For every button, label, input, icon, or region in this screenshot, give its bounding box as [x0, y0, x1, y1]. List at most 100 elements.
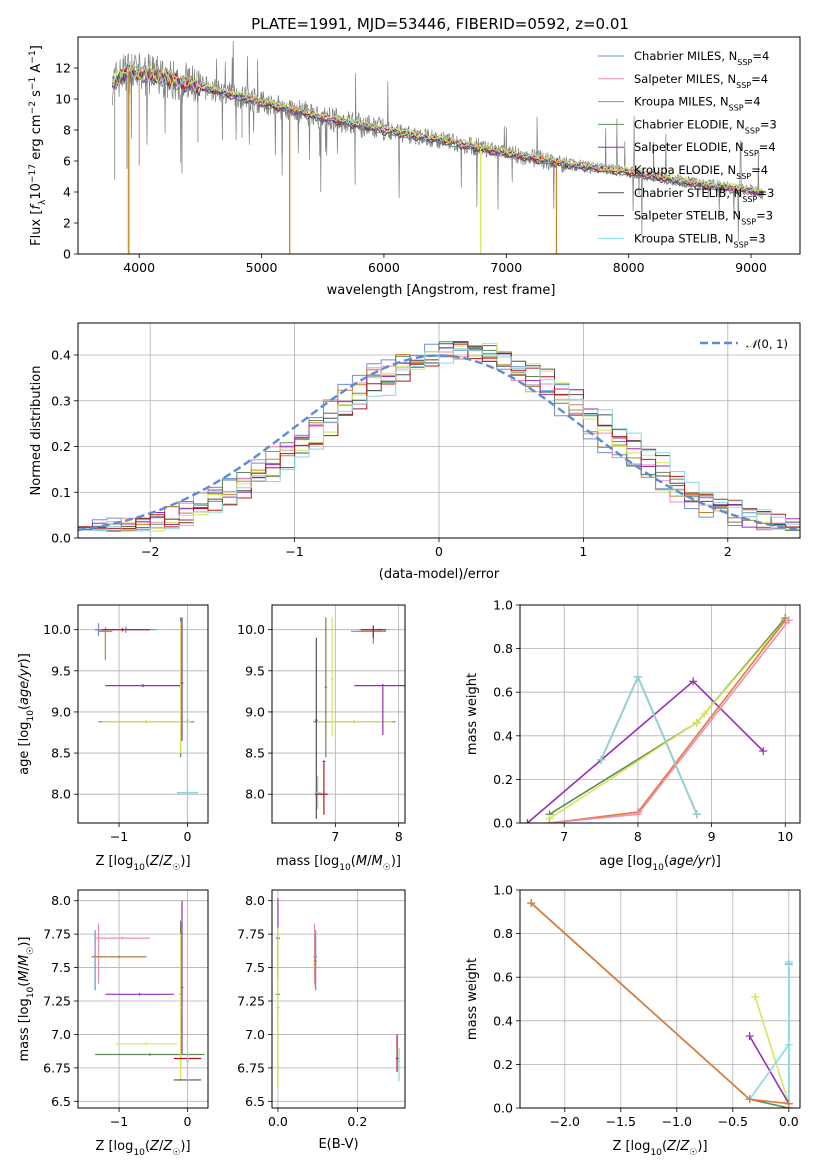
weight-z-line	[748, 961, 790, 1108]
y-tick-label: 8.0	[51, 787, 71, 802]
legend-label: 𝒩(0, 1)	[746, 337, 788, 351]
y-tick-label: 0.0	[493, 1101, 513, 1116]
age-vs-z-frame	[77, 604, 209, 824]
y-tick-label: 10	[55, 92, 71, 107]
y-tick-label: 6.75	[43, 1060, 71, 1075]
x-tick-label: 8000	[613, 260, 645, 275]
y-tick-label: 7.25	[237, 994, 265, 1009]
y-tick-label: 10.0	[43, 622, 71, 637]
age-vs-z-plot-area	[95, 617, 198, 823]
weight-z-line	[754, 996, 790, 1104]
y-tick-label: 6	[63, 154, 71, 169]
age-vs-z-ylabel: age [log10(age/yr)]	[17, 653, 36, 775]
y-tick-label: 7.0	[51, 1027, 71, 1042]
weight-age-line	[600, 674, 698, 815]
x-tick-label: 1	[579, 544, 587, 559]
y-tick-label: 6.5	[51, 1094, 71, 1109]
weight-z-line	[748, 1035, 790, 1105]
y-tick-label: 8	[63, 123, 71, 138]
age-vs-mass-plot-area	[313, 617, 405, 819]
x-tick-label: 9	[708, 829, 716, 844]
y-tick-label: 2	[63, 216, 71, 231]
weight-vs-z-frame	[519, 889, 801, 1109]
y-tick-label: 4	[63, 185, 71, 200]
weight-z-xlabel: Z [log10(Z/Z☉)]	[612, 1139, 707, 1158]
figure-title: PLATE=1991, MJD=53446, FIBERID=0592, z=0…	[251, 15, 629, 33]
y-tick-label: 7.75	[237, 927, 265, 942]
y-tick-label: 0.6	[493, 970, 513, 985]
spectrum-legend: Chabrier MILES, NSSP=4 Salpeter MILES, NS…	[598, 49, 777, 249]
x-tick-label: 0	[183, 829, 191, 844]
x-tick-label: 9000	[735, 260, 767, 275]
x-tick-label: −2	[141, 544, 159, 559]
x-tick-label: 7	[331, 829, 339, 844]
model-spectrum-line	[111, 68, 764, 200]
y-tick-label: 9.0	[245, 704, 265, 719]
legend-label: Chabrier ELODIE, NSSP=3	[634, 117, 777, 135]
legend-label: Chabrier MILES, NSSP=4	[634, 49, 769, 67]
y-tick-label: 9.5	[51, 663, 71, 678]
legend-label: Kroupa ELODIE, NSSP=4	[634, 163, 768, 181]
mass-vs-ebv-panel: 0.0 0.2 6.5 6.75 7.0 7.25 7.5 7.75 8.0 E(B-V)	[237, 889, 406, 1152]
weight-age-line	[600, 674, 698, 815]
age-vs-z-xlabel: Z [log10(Z/Z☉)]	[95, 854, 190, 873]
x-tick-label: 2	[724, 544, 732, 559]
x-tick-label: 7	[560, 829, 568, 844]
y-tick-label: 10.0	[237, 622, 265, 637]
y-tick-label: 0	[63, 247, 71, 262]
legend-label: Salpeter MILES, NSSP=4	[634, 72, 768, 90]
y-tick-label: 0.0	[51, 531, 71, 546]
weight-z-ylabel-group: mass weight	[465, 958, 480, 1040]
y-tick-label: 8.5	[51, 746, 71, 761]
weight-age-line	[549, 617, 786, 815]
y-tick-label: 0.4	[493, 728, 513, 743]
spectrum-plot-area	[111, 40, 764, 254]
x-tick-label: 0	[435, 544, 443, 559]
y-tick-label: 7.75	[43, 927, 71, 942]
y-tick-label: 0.3	[51, 393, 71, 408]
y-tick-label: 7.0	[245, 1027, 265, 1042]
weight-z-line	[530, 902, 789, 1105]
weight-age-xlabel: age [log10(age/yr)]	[599, 854, 721, 873]
y-tick-label: 0.1	[51, 485, 71, 500]
x-tick-label: 5000	[246, 260, 278, 275]
model-spectrum-line	[111, 66, 764, 197]
mass-vs-z-plot-area	[91, 900, 205, 1082]
residuals-panel: −2 −1 0 1 2 0.0 0.1 0.2 0.3 0.4 𝒩(0, 1) Normed dist…	[29, 322, 801, 582]
mass-vs-ebv-frame	[271, 889, 406, 1109]
residual-histogram	[78, 348, 800, 532]
x-tick-label: 0.2	[347, 1114, 367, 1129]
weight-z-ylabel: mass weight	[465, 958, 480, 1040]
y-tick-label: 8.5	[245, 746, 265, 761]
spectrum-ylabel-group: Flux [fλ10−17 erg cm−2 s−1 A−1]	[28, 45, 48, 246]
y-tick-label: 8.0	[245, 893, 265, 908]
y-tick-label: 0.4	[51, 348, 71, 363]
y-tick-label: 0.2	[493, 772, 513, 787]
x-tick-label: 10	[777, 829, 793, 844]
x-tick-label: 8	[395, 829, 403, 844]
weight-vs-z-plot-area	[527, 899, 793, 1108]
y-tick-label: 7.5	[245, 960, 265, 975]
spectrum-frame	[77, 36, 801, 255]
spectrum-xlabel: wavelength [Angstrom, rest frame]	[327, 283, 556, 298]
x-tick-label: 4000	[123, 260, 155, 275]
model-spectrum-line	[111, 61, 764, 193]
weight-vs-age-frame	[519, 604, 801, 824]
y-tick-label: 9.5	[245, 663, 265, 678]
mass-vs-z-panel: −1 0 6.5 6.75 7.0 7.25 7.5 7.75 8.0 mass [log10(M…	[17, 889, 209, 1158]
weight-age-ylabel: mass weight	[465, 673, 480, 755]
y-tick-label: 1.0	[493, 598, 513, 613]
mass-vs-z-ylabel: mass [log10(M/M☉)]	[17, 937, 36, 1062]
weight-age-line	[549, 619, 786, 820]
x-tick-label: 7000	[490, 260, 522, 275]
residuals-ylabel: Normed distribution	[29, 366, 44, 496]
mass-vs-ebv-plot-area	[275, 898, 401, 1088]
y-tick-label: 8.0	[245, 787, 265, 802]
y-tick-label: 0.8	[493, 641, 513, 656]
x-tick-label: −1	[110, 829, 128, 844]
legend-label: Salpeter ELODIE, NSSP=4	[634, 140, 776, 158]
mass-vs-z-frame	[77, 889, 209, 1109]
x-tick-label: −1	[285, 544, 303, 559]
weight-vs-z-panel: −2.0 −1.5 −1.0 −0.5 0.0 0.0 0.2 0.4 0.6 0.8 1.0 mas…	[465, 883, 801, 1158]
